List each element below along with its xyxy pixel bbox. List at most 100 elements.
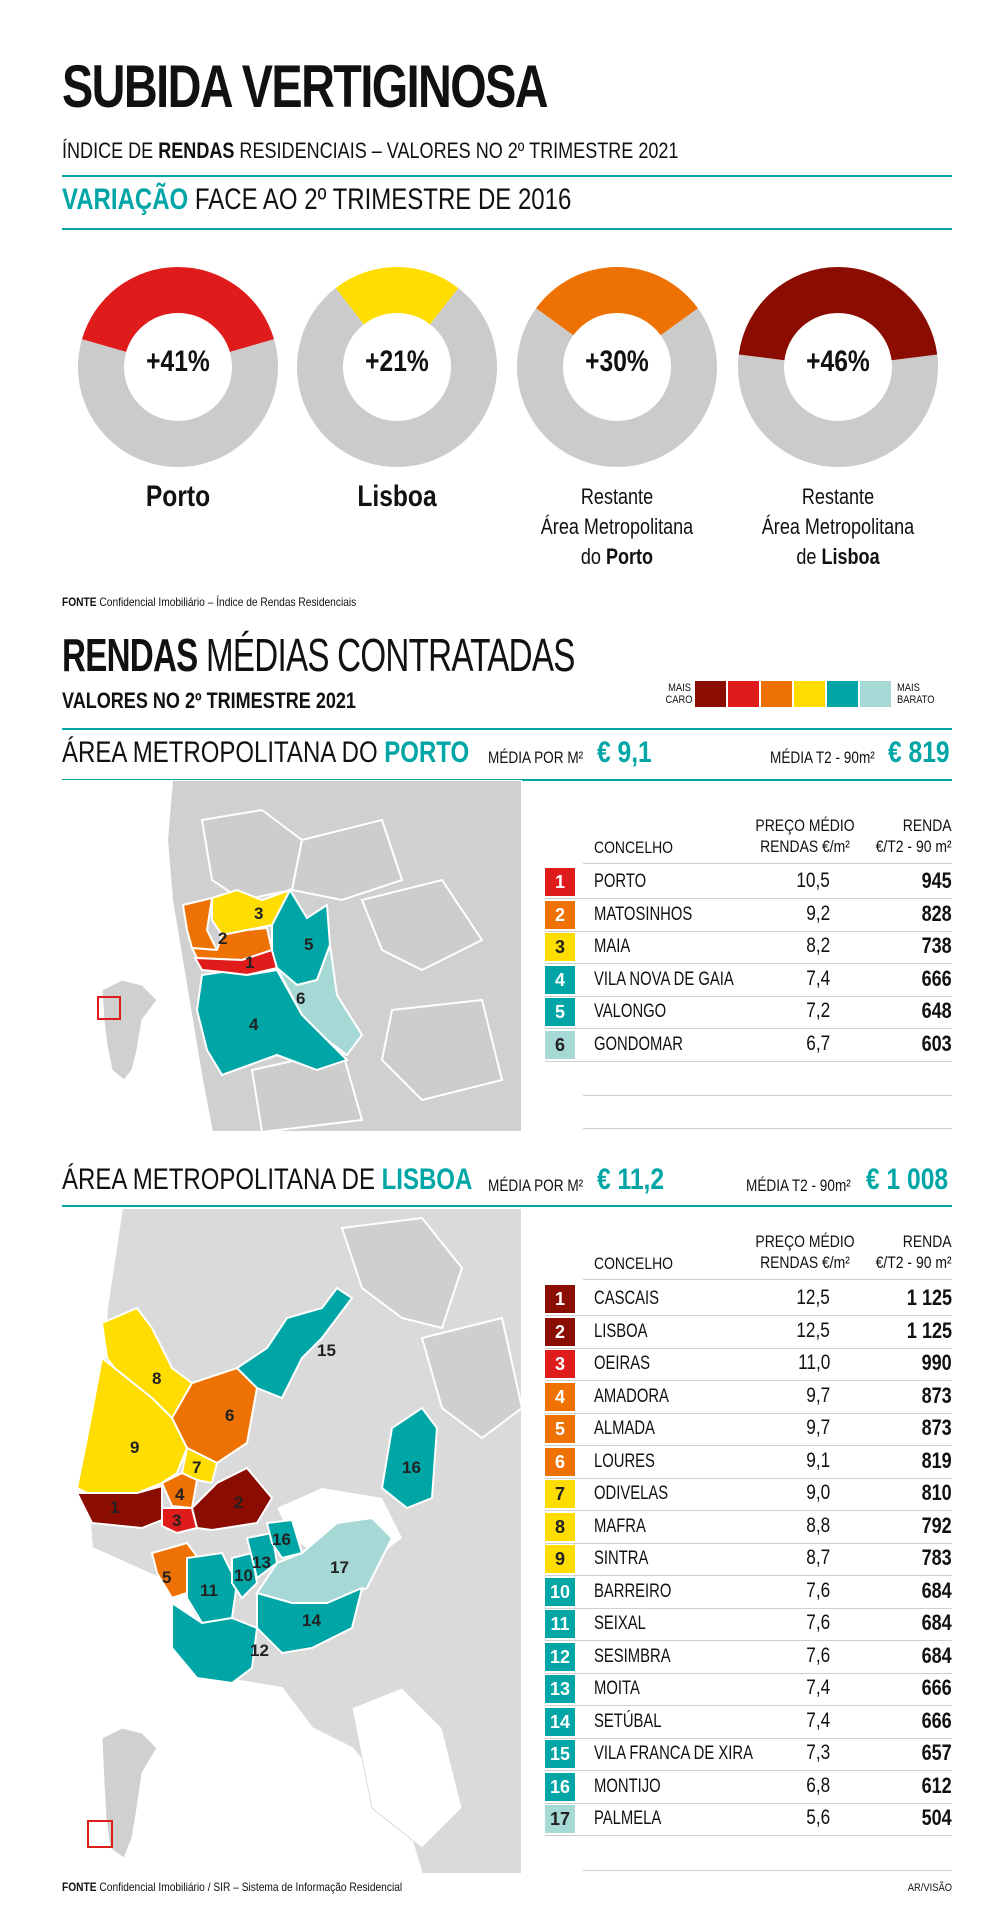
map-label: 4: [249, 1015, 259, 1034]
municipality-name: MOITA: [594, 1678, 640, 1699]
map-label: 16: [272, 1530, 291, 1549]
map-label: 2: [218, 929, 227, 948]
price-per-m2: 11,0: [797, 1351, 830, 1374]
rent-t2: 873: [921, 1382, 952, 1408]
rank-badge: 2: [545, 1317, 575, 1346]
table-row: 4 VILA NOVA DE GAIA 7,4 666: [545, 964, 952, 997]
rent-t2: 603: [921, 1030, 952, 1056]
municipality-name: SINTRA: [594, 1548, 649, 1569]
porto-media-m2-value: € 9,1: [597, 736, 652, 769]
map-label: 14: [302, 1611, 321, 1630]
divider: [583, 1095, 952, 1096]
table-row: 1 PORTO 10,5 945: [545, 866, 952, 899]
table-row: 16 MONTIJO 6,8 612: [545, 1771, 952, 1804]
th-rent-line2: €/T2 - 90 m²: [876, 837, 952, 856]
rank-badge: 2: [545, 900, 575, 929]
rank-badge: 12: [545, 1642, 575, 1671]
donut-caption-line: Área Metropolitana: [540, 514, 694, 539]
rank-badge: 10: [545, 1577, 575, 1606]
price-per-m2: 9,7: [806, 1416, 830, 1439]
table-row: 8 MAFRA 8,8 792: [545, 1511, 952, 1544]
map-label: 3: [172, 1511, 181, 1530]
table-row: 10 BARREIRO 7,6 684: [545, 1576, 952, 1609]
donut-caption-line: Área Metropolitana: [761, 514, 915, 539]
table-row: 2 LISBOA 12,5 1 125: [545, 1316, 952, 1349]
price-per-m2: 6,8: [806, 1773, 830, 1797]
rank-badge: 16: [545, 1772, 575, 1801]
map-label: 9: [130, 1438, 139, 1457]
porto-th-rent: RENDA €/T2 - 90 m²: [876, 815, 952, 857]
legend-swatch: [794, 681, 825, 707]
rank-badge: 5: [545, 998, 575, 1026]
rent-t2: 504: [921, 1805, 952, 1830]
map-region-odivelas: [180, 1446, 219, 1485]
donut-value-label: +21%: [365, 345, 429, 378]
map-label: 3: [254, 904, 263, 923]
municipality-name: VALONGO: [594, 1001, 667, 1022]
legend-swatch: [695, 681, 726, 707]
rank-badge: 3: [545, 933, 575, 961]
municipality-name: ODIVELAS: [594, 1483, 669, 1504]
table-row: 1 CASCAIS 12,5 1 125: [545, 1283, 952, 1316]
lisboa-th-price: PREÇO MÉDIO RENDAS €/m²: [748, 1231, 863, 1273]
price-per-m2: 8,2: [806, 934, 830, 957]
map-label: 7: [192, 1458, 201, 1477]
price-per-m2: 10,5: [796, 869, 830, 892]
donut-slice: [536, 267, 698, 336]
donut-caption-bold: Porto: [605, 544, 654, 569]
lisboa-media-m2-value: € 11,2: [597, 1163, 665, 1196]
section-title: RENDAS MÉDIAS CONTRATADAS: [62, 628, 575, 682]
porto-media-m2-label: MÉDIA POR M²: [488, 748, 584, 767]
map-label: 4: [175, 1485, 185, 1504]
municipality-name: MAIA: [594, 936, 631, 957]
donut-caption: Porto: [145, 480, 211, 513]
rank-badge: 3: [545, 1350, 575, 1378]
th-rent-line2: €/T2 - 90 m²: [876, 1253, 952, 1272]
th-rent-line1: RENDA: [903, 816, 952, 835]
price-per-m2: 5,6: [806, 1806, 830, 1829]
rent-t2: 684: [921, 1577, 952, 1603]
rank-badge: 4: [545, 965, 575, 994]
table-row: 3 MAIA 8,2 738: [545, 931, 952, 964]
price-per-m2: 8,8: [806, 1513, 830, 1537]
source-label: FONTE: [62, 1880, 97, 1894]
rent-t2: 1 125: [906, 1285, 952, 1310]
municipality-name: SESIMBRA: [594, 1645, 671, 1667]
map-label: 10: [234, 1566, 253, 1585]
rank-badge: 11: [545, 1610, 575, 1638]
map-label: 5: [304, 935, 313, 954]
donut-slice: [738, 266, 938, 361]
rank-badge: 1: [545, 1285, 575, 1313]
legend-swatch: [761, 681, 792, 707]
rent-t2: 684: [921, 1642, 952, 1668]
divider: [583, 1870, 952, 1871]
map-region-vila-nova-de-gaia: [195, 968, 349, 1077]
divider: [62, 175, 952, 177]
table-row: 4 AMADORA 9,7 873: [545, 1381, 952, 1414]
rent-t2: 990: [921, 1350, 952, 1375]
porto-map: 3 2 1 5 6 4: [62, 780, 522, 1132]
municipality-name: GONDOMAR: [594, 1033, 683, 1055]
rent-t2: 684: [921, 1610, 952, 1635]
rent-t2: 828: [921, 900, 952, 926]
rent-t2: 612: [921, 1772, 952, 1798]
map-region-vila-franca-de-xira: [235, 1286, 354, 1400]
th-rent-line1: RENDA: [903, 1232, 952, 1251]
rent-t2: 792: [921, 1512, 952, 1538]
table-row: 5 ALMADA 9,7 873: [545, 1413, 952, 1446]
rank-badge: 13: [545, 1675, 575, 1703]
rent-t2: 666: [921, 965, 952, 991]
rank-badge: 7: [545, 1480, 575, 1508]
rent-t2: 873: [921, 1415, 952, 1440]
map-region-montijo: [380, 1406, 439, 1510]
lisboa-title-pre: ÁREA METROPOLITANA DE: [62, 1163, 382, 1196]
source-note-1: FONTE Confidencial Imobiliário – Índice …: [62, 595, 356, 609]
municipality-name: PORTO: [594, 871, 647, 892]
price-per-m2: 7,6: [806, 1643, 830, 1667]
subtitle-pre: ÍNDICE DE: [62, 138, 159, 163]
porto-title-pre: ÁREA METROPOLITANA DO: [62, 736, 385, 769]
table-row: 6 LOURES 9,1 819: [545, 1446, 952, 1479]
th-price-line2: RENDAS €/m²: [760, 1253, 850, 1272]
rank-badge: 1: [545, 868, 575, 896]
map-region-barreiro: [231, 1551, 259, 1600]
